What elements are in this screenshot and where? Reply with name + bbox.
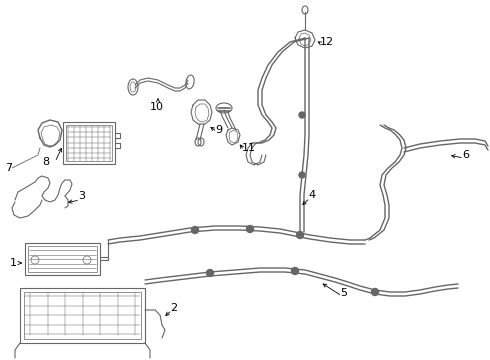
Circle shape (292, 267, 298, 274)
Circle shape (299, 172, 305, 178)
Circle shape (296, 231, 303, 239)
Text: 9: 9 (215, 125, 222, 135)
Bar (28, 246, 97, 272)
Text: 5: 5 (340, 288, 347, 298)
Bar (25, 243, 100, 275)
Text: 8: 8 (42, 157, 49, 167)
Circle shape (299, 112, 305, 118)
Bar (66, 125, 112, 161)
Text: 2: 2 (170, 303, 177, 313)
Circle shape (206, 270, 214, 276)
Bar (20, 288, 145, 343)
Text: 6: 6 (462, 150, 469, 160)
Text: 11: 11 (242, 143, 256, 153)
Text: 7: 7 (5, 163, 12, 173)
Text: 10: 10 (150, 102, 164, 112)
Text: 1: 1 (10, 258, 17, 268)
Circle shape (192, 226, 198, 234)
Circle shape (246, 225, 253, 233)
Bar (24, 292, 141, 339)
Bar (63, 122, 115, 164)
Text: 4: 4 (308, 190, 315, 200)
Text: 3: 3 (78, 191, 85, 201)
Circle shape (371, 288, 378, 296)
Text: 12: 12 (320, 37, 334, 47)
